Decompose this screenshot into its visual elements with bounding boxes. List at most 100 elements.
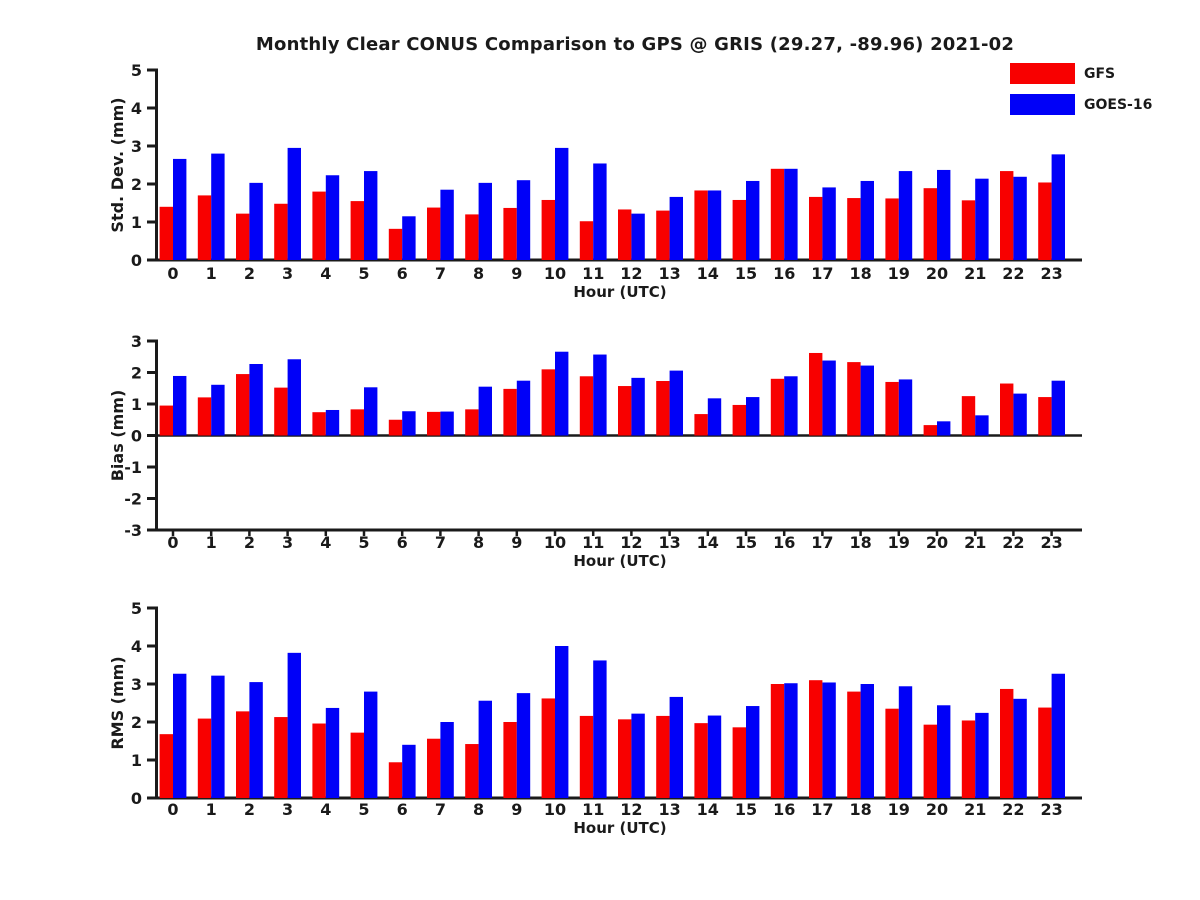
bar-gfs-hour-3	[274, 717, 288, 798]
bar-goes-16-hour-19	[898, 171, 913, 260]
x-tick-label: 18	[849, 800, 871, 819]
bar-gfs-hour-14	[694, 723, 708, 798]
y-tick	[147, 796, 158, 800]
bar-gfs-hour-15	[732, 199, 746, 260]
x-tick-label: 16	[773, 264, 795, 283]
bar-gfs-hour-8	[465, 744, 479, 798]
bar-goes-16-hour-17	[822, 187, 836, 260]
y-tick	[147, 258, 158, 262]
bar-gfs-hour-13	[656, 210, 670, 260]
x-axis-title: Hour (UTC)	[573, 283, 666, 301]
bar-gfs-hour-17	[809, 352, 823, 436]
x-tick-label: 10	[544, 800, 566, 819]
bar-gfs-hour-1	[197, 718, 212, 798]
x-tick-label: 13	[658, 800, 680, 819]
bar-goes-16-hour-10	[555, 351, 569, 436]
bar-goes-16-hour-1	[211, 153, 225, 260]
bar-gfs-hour-6	[388, 762, 403, 798]
bar-goes-16-hour-17	[822, 360, 836, 436]
x-tick-label: 8	[473, 800, 484, 819]
x-tick-label: 2	[244, 264, 255, 283]
bar-gfs-hour-10	[541, 369, 555, 436]
bar-gfs-hour-0	[159, 405, 173, 436]
bar-goes-16-hour-12	[631, 213, 645, 260]
y-tick-label: 3	[131, 137, 142, 156]
bar-goes-16-hour-18	[860, 684, 874, 798]
x-tick-label: 11	[582, 800, 604, 819]
bar-goes-16-hour-18	[860, 365, 874, 436]
bar-goes-16-hour-3	[287, 359, 301, 436]
x-tick-label: 14	[697, 264, 719, 283]
bar-gfs-hour-11	[579, 715, 594, 798]
bar-gfs-hour-22	[1000, 383, 1014, 436]
bar-goes-16-hour-20	[937, 421, 951, 436]
x-tick-label: 4	[320, 264, 331, 283]
y-tick	[147, 68, 158, 72]
y-tick	[147, 758, 158, 762]
y-axis-title: Bias (mm)	[108, 390, 127, 482]
y-tick	[147, 644, 158, 648]
legend-label-goes16: GOES-16	[1084, 96, 1153, 113]
x-tick-label: 3	[282, 800, 293, 819]
bar-goes-16-hour-15	[746, 397, 760, 436]
x-tick-label: 19	[888, 533, 910, 552]
x-tick-label: 1	[206, 800, 217, 819]
x-tick	[209, 530, 213, 536]
x-tick	[935, 530, 939, 536]
bar-gfs-hour-7	[427, 411, 441, 436]
y-tick-label: -3	[124, 521, 142, 540]
bar-goes-16-hour-4	[325, 707, 340, 798]
bar-gfs-hour-19	[885, 381, 899, 436]
bar-goes-16-hour-7	[440, 411, 454, 436]
bar-goes-16-hour-0	[173, 158, 187, 260]
x-tick-label: 5	[358, 264, 369, 283]
bar-goes-16-hour-0	[173, 673, 187, 798]
bar-goes-16-hour-10	[555, 646, 569, 798]
y-axis-title: Std. Dev. (mm)	[108, 97, 127, 232]
bar-gfs-hour-11	[579, 221, 594, 260]
x-tick-label: 2	[244, 533, 255, 552]
bar-goes-16-hour-16	[784, 376, 798, 436]
bar-gfs-hour-0	[159, 734, 173, 798]
bar-goes-16-hour-8	[478, 182, 492, 260]
x-tick	[630, 530, 633, 536]
y-axis-spine	[155, 606, 158, 800]
x-tick	[668, 530, 671, 536]
bar-goes-16-hour-16	[784, 683, 798, 798]
bar-goes-16-hour-6	[402, 216, 416, 260]
y-tick-label: 0	[131, 427, 142, 446]
x-tick	[553, 530, 557, 536]
bar-goes-16-hour-17	[822, 682, 836, 798]
bar-gfs-hour-10	[541, 698, 555, 798]
x-tick	[591, 530, 595, 536]
bar-goes-16-hour-6	[402, 744, 416, 798]
x-tick	[744, 530, 748, 536]
bar-gfs-hour-1	[197, 397, 212, 436]
bar-gfs-hour-20	[923, 188, 937, 260]
bar-goes-16-hour-22	[1013, 393, 1027, 436]
x-tick	[1012, 530, 1015, 536]
bar-goes-16-hour-12	[631, 713, 645, 798]
x-tick	[515, 530, 519, 536]
bar-gfs-hour-22	[1000, 171, 1014, 260]
bar-gfs-hour-14	[694, 414, 708, 436]
bar-gfs-hour-9	[503, 388, 517, 436]
x-tick-label: 7	[435, 533, 446, 552]
bar-goes-16-hour-2	[249, 363, 263, 436]
x-tick-label: 10	[544, 264, 566, 283]
x-tick-label: 3	[282, 264, 293, 283]
x-tick-label: 10	[544, 533, 566, 552]
bar-gfs-hour-12	[618, 386, 632, 436]
bar-gfs-hour-18	[847, 691, 861, 798]
x-tick-label: 14	[697, 800, 719, 819]
bar-gfs-hour-14	[694, 190, 708, 260]
y-tick-label: 2	[131, 175, 142, 194]
bar-gfs-hour-12	[618, 209, 632, 260]
x-tick	[973, 530, 977, 536]
x-axis-title: Hour (UTC)	[573, 819, 666, 837]
bar-gfs-hour-16	[770, 378, 785, 436]
x-tick-label: 20	[926, 264, 948, 283]
bar-gfs-hour-5	[350, 409, 364, 436]
x-tick-label: 16	[773, 533, 795, 552]
